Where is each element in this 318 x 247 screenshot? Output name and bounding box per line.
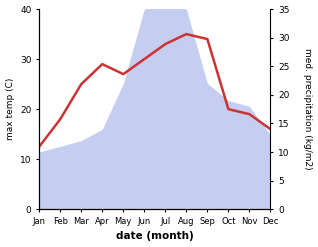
Y-axis label: max temp (C): max temp (C) xyxy=(5,78,15,140)
Y-axis label: med. precipitation (kg/m2): med. precipitation (kg/m2) xyxy=(303,48,313,170)
X-axis label: date (month): date (month) xyxy=(116,231,194,242)
